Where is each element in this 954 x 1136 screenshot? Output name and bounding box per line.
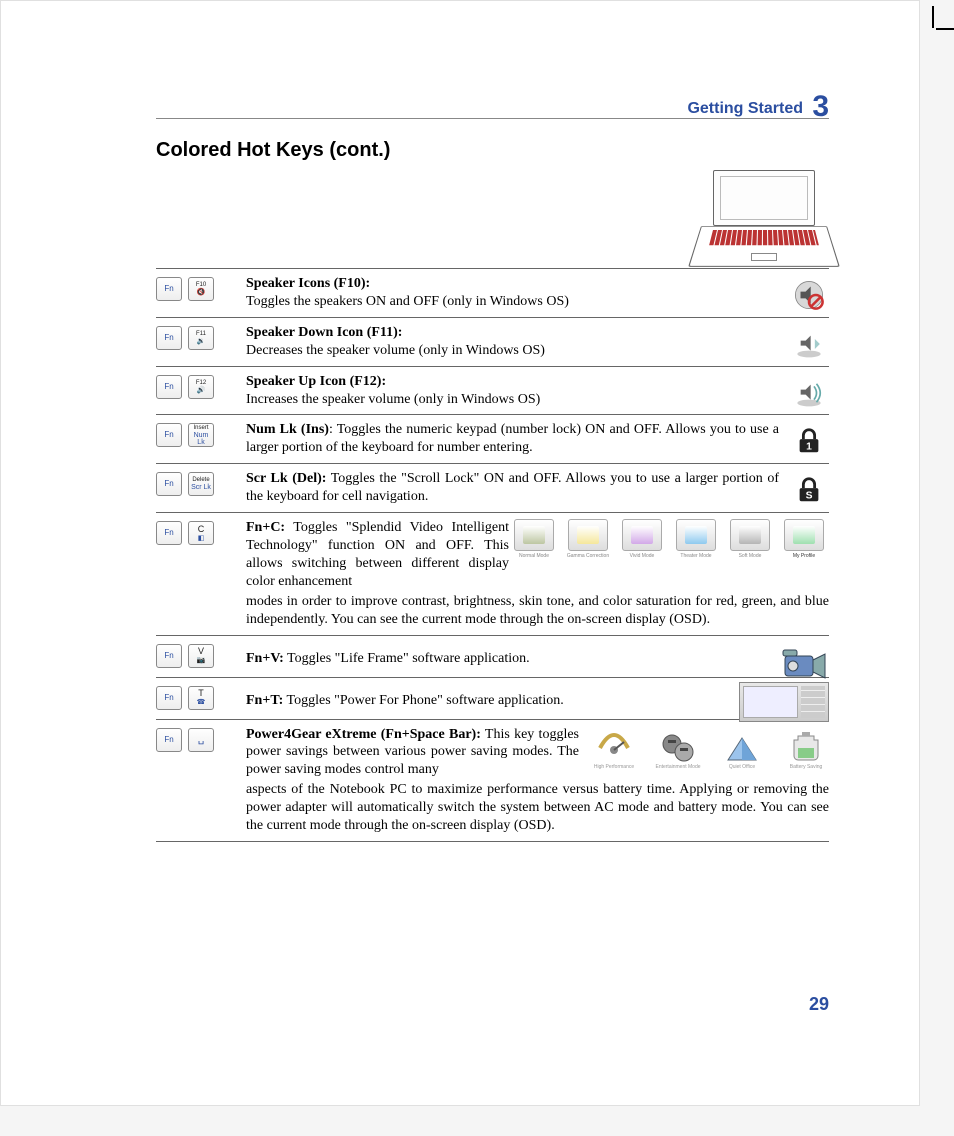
keycap-t: T ☎ [188, 686, 214, 710]
keycap-fn: Fn [156, 728, 182, 752]
hotkey-text: Speaker Down Icon (F11): Decreases the s… [246, 324, 779, 360]
header-chapter-number: 3 [812, 90, 829, 124]
hotkey-row-fnc: Fn C ◧ Fn+C: Toggles "Splendid Video Int… [156, 513, 829, 635]
keycap-fn: Fn [156, 644, 182, 668]
keycap-fn: Fn [156, 423, 182, 447]
hotkey-text: Fn+T: Toggles "Power For Phone" software… [246, 684, 729, 710]
p4g-entertainment: Entertainment Mode [655, 730, 701, 770]
mode-gamma: Gamma Correction [563, 519, 613, 559]
hotkey-row-f11: Fn F11 🔉 Speaker Down Icon (F11): Decrea… [156, 318, 829, 367]
keycap-c: C ◧ [188, 521, 214, 545]
svg-text:1: 1 [806, 442, 812, 453]
scrolllock-icon: S [789, 470, 829, 510]
keycap-delete: Delete Scr Lk [188, 472, 214, 496]
svg-text:S: S [806, 491, 813, 502]
keycap-group: Fn C ◧ [156, 521, 214, 545]
keycap-fn: Fn [156, 375, 182, 399]
keycap-fn: Fn [156, 277, 182, 301]
hotkey-text: Speaker Up Icon (F12): Increases the spe… [246, 373, 779, 409]
content-area: Getting Started 3 Colored Hot Keys (cont… [156, 91, 829, 842]
numlock-icon: 1 [789, 421, 829, 461]
keycap-group: Fn F11 🔉 [156, 326, 214, 350]
p4g-high-performance: High Performance [591, 730, 637, 770]
hotkey-text-top: Fn+C: Toggles "Splendid Video Intelligen… [246, 519, 509, 591]
keycap-group: Fn V 📷 [156, 644, 214, 668]
mode-theater: Theater Mode [671, 519, 721, 559]
mode-soft: Soft Mode [725, 519, 775, 559]
hotkey-text: Num Lk (Ins): Toggles the numeric keypad… [246, 421, 779, 457]
mode-myprofile: My Profile [779, 519, 829, 559]
hotkey-text-top: Power4Gear eXtreme (Fn+Space Bar): This … [246, 726, 579, 780]
hotkey-row-f10: Fn F10 🔇 Speaker Icons (F10): Toggles th… [156, 269, 829, 318]
hotkey-row-scrlk: Fn Delete Scr Lk Scr Lk (Del): Toggles t… [156, 464, 829, 513]
hotkey-text: Fn+V: Toggles "Life Frame" software appl… [246, 642, 779, 668]
hotkey-row-p4g: Fn ␣ Power4Gear eXtreme (Fn+Space Bar): … [156, 720, 829, 842]
speaker-down-icon [789, 324, 829, 364]
crop-marks [924, 0, 954, 34]
mode-vivid: Vivid Mode [617, 519, 667, 559]
hotkey-text-rest: aspects of the Notebook PC to maximize p… [246, 781, 829, 835]
hotkey-row-numlk: Fn Insert Num Lk Num Lk (Ins): Toggles t… [156, 415, 829, 464]
keycap-fn: Fn [156, 686, 182, 710]
section-title: Colored Hot Keys (cont.) [156, 139, 829, 162]
keycap-f12: F12 🔊 [188, 375, 214, 399]
hotkey-text: Scr Lk (Del): Toggles the "Scroll Lock" … [246, 470, 779, 506]
keycap-group: Fn Delete Scr Lk [156, 472, 214, 496]
keycap-group: Fn ␣ [156, 728, 214, 752]
hotkey-text-rest: modes in order to improve contrast, brig… [246, 593, 829, 629]
power4gear-strip: High Performance Entertainment Mode Quie… [591, 730, 829, 770]
hotkey-text: Speaker Icons (F10): Toggles the speaker… [246, 275, 779, 311]
keycap-insert: Insert Num Lk [188, 423, 214, 447]
phone-device-icon [739, 682, 829, 722]
speaker-up-icon [789, 373, 829, 413]
keycap-group: Fn F10 🔇 [156, 277, 214, 301]
mode-normal: Normal Mode [509, 519, 559, 559]
keycap-group: Fn F12 🔊 [156, 375, 214, 399]
keycap-fn: Fn [156, 326, 182, 350]
speaker-mute-icon [789, 275, 829, 315]
hotkey-row-fnt: Fn T ☎ Fn+T: Toggles "Power For Phone" s… [156, 678, 829, 720]
keycap-group: Fn Insert Num Lk [156, 423, 214, 447]
laptop-illustration [699, 170, 829, 262]
page: Getting Started 3 Colored Hot Keys (cont… [0, 0, 920, 1106]
keycap-v: V 📷 [188, 644, 214, 668]
page-number: 29 [809, 994, 829, 1015]
keycap-fn: Fn [156, 472, 182, 496]
keycap-f10: F10 🔇 [188, 277, 214, 301]
p4g-battery-saving: Battery Saving [783, 730, 829, 770]
hotkey-row-f12: Fn F12 🔊 Speaker Up Icon (F12): Increase… [156, 367, 829, 416]
splendid-mode-strip: Normal Mode Gamma Correction Vivid Mode … [509, 519, 829, 559]
hotkey-row-fnv: Fn V 📷 Fn+V: Toggles "Life Frame" softwa… [156, 636, 829, 678]
p4g-quiet-office: Quiet Office [719, 730, 765, 770]
header-rule: Getting Started 3 [156, 91, 829, 119]
keycap-space: ␣ [188, 728, 214, 752]
keycap-f11: F11 🔉 [188, 326, 214, 350]
keycap-group: Fn T ☎ [156, 686, 214, 710]
header-section-label: Getting Started [687, 100, 803, 118]
keycap-fn: Fn [156, 521, 182, 545]
